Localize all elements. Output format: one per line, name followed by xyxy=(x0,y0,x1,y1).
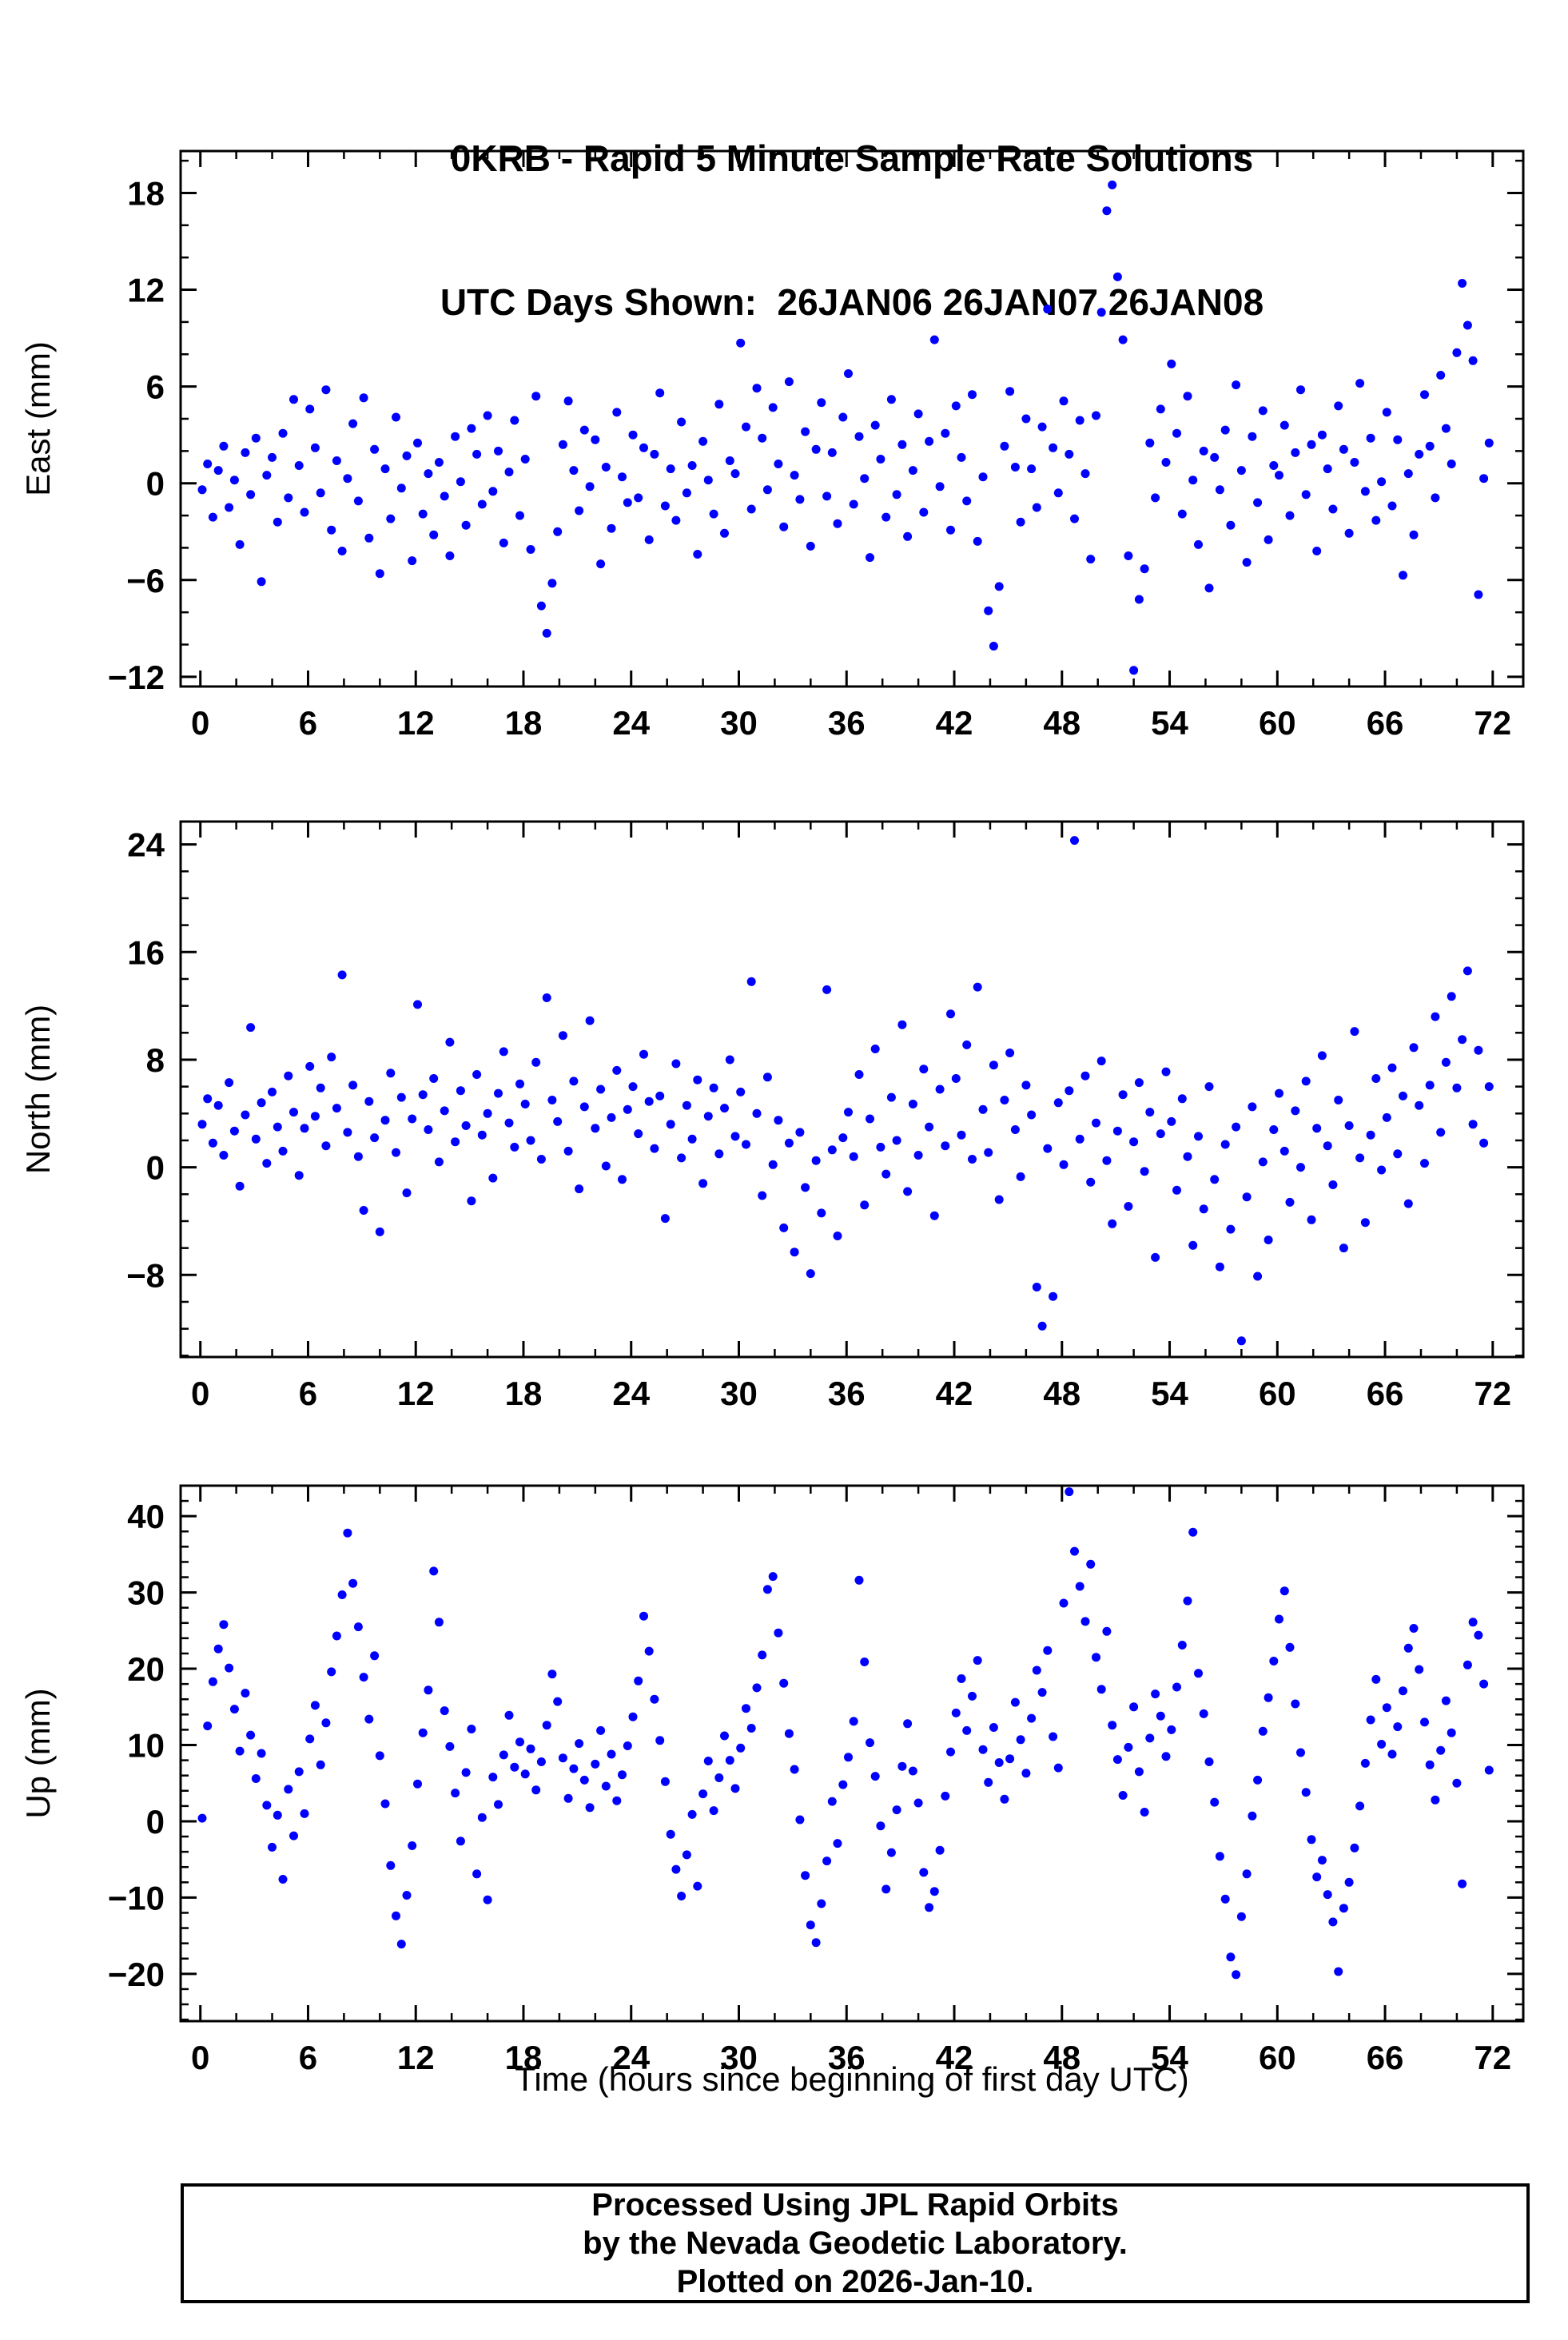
svg-text:54: 54 xyxy=(1151,2039,1188,2076)
svg-text:6: 6 xyxy=(299,1375,317,1412)
footer-box: Processed Using JPL Rapid Orbits by the … xyxy=(181,2183,1530,2303)
svg-text:30: 30 xyxy=(127,1574,165,1612)
east-points xyxy=(197,180,1494,675)
footer-line3: Plotted on 2026-Jan-10. xyxy=(676,2264,1034,2299)
svg-text:24: 24 xyxy=(612,2039,650,2076)
svg-text:0: 0 xyxy=(146,1149,165,1187)
svg-text:0: 0 xyxy=(146,1803,165,1841)
svg-text:48: 48 xyxy=(1043,1375,1080,1412)
svg-text:30: 30 xyxy=(720,704,758,742)
svg-text:60: 60 xyxy=(1259,2039,1296,2076)
svg-text:18: 18 xyxy=(505,2039,543,2076)
svg-text:12: 12 xyxy=(397,2039,435,2076)
panel-north: 0 6 12 18 24 30 36 42 48 54 60 66 72 −8 0 8 16 24 xyxy=(126,820,1525,1412)
svg-text:66: 66 xyxy=(1367,704,1404,742)
svg-text:18: 18 xyxy=(505,1375,543,1412)
svg-text:40: 40 xyxy=(127,1498,165,1535)
svg-text:6: 6 xyxy=(146,368,165,406)
svg-text:42: 42 xyxy=(936,704,973,742)
svg-text:66: 66 xyxy=(1367,1375,1404,1412)
svg-text:54: 54 xyxy=(1151,704,1188,742)
svg-text:24: 24 xyxy=(612,704,650,742)
svg-text:0: 0 xyxy=(191,704,209,742)
svg-text:20: 20 xyxy=(127,1650,165,1688)
svg-text:30: 30 xyxy=(720,1375,758,1412)
x-axis-label: Time (hours since beginning of first day… xyxy=(515,2060,1189,2098)
up-axis-label: Up (mm) xyxy=(19,1688,57,1818)
footer-line2: by the Nevada Geodetic Laboratory. xyxy=(583,2226,1128,2261)
svg-text:66: 66 xyxy=(1367,2039,1404,2076)
up-points xyxy=(197,1487,1494,1980)
panel-east: 0 6 12 18 24 30 36 42 48 54 60 66 72 −12 −6 0 6 12 18 xyxy=(108,149,1525,742)
chart-title: 0KRB - Rapid 5 Minute Sample Rate Soluti… xyxy=(181,38,1523,422)
svg-text:72: 72 xyxy=(1474,704,1511,742)
svg-text:42: 42 xyxy=(936,2039,973,2076)
north-axis-label: North (mm) xyxy=(19,1005,57,1174)
north-points xyxy=(197,836,1494,1346)
svg-text:−8: −8 xyxy=(126,1256,165,1294)
svg-text:−12: −12 xyxy=(108,659,165,696)
chart-title-line1: 0KRB - Rapid 5 Minute Sample Rate Soluti… xyxy=(450,137,1254,179)
svg-text:24: 24 xyxy=(127,826,165,864)
panel-up: 0 6 12 18 24 30 36 42 48 54 60 66 72 −20 −10 0 10 20 30 40 xyxy=(108,1484,1525,2076)
east-axis-label: East (mm) xyxy=(19,341,57,496)
svg-text:72: 72 xyxy=(1474,1375,1511,1412)
svg-text:72: 72 xyxy=(1474,2039,1511,2076)
svg-text:−6: −6 xyxy=(126,562,165,599)
svg-text:60: 60 xyxy=(1259,704,1296,742)
svg-text:−10: −10 xyxy=(108,1879,165,1916)
svg-text:18: 18 xyxy=(127,174,165,212)
svg-text:12: 12 xyxy=(397,704,435,742)
footer-line1: Processed Using JPL Rapid Orbits xyxy=(591,2187,1119,2223)
svg-text:6: 6 xyxy=(299,704,317,742)
svg-text:8: 8 xyxy=(146,1041,165,1079)
svg-text:0: 0 xyxy=(146,465,165,503)
svg-text:12: 12 xyxy=(127,272,165,309)
svg-text:48: 48 xyxy=(1043,704,1080,742)
svg-text:−20: −20 xyxy=(108,1956,165,1993)
svg-text:60: 60 xyxy=(1259,1375,1296,1412)
svg-text:24: 24 xyxy=(612,1375,650,1412)
svg-text:10: 10 xyxy=(127,1727,165,1765)
svg-text:36: 36 xyxy=(828,1375,866,1412)
chart-title-line2: UTC Days Shown: 26JAN06 26JAN07 26JAN08 xyxy=(440,281,1264,323)
svg-text:36: 36 xyxy=(828,2039,866,2076)
svg-text:16: 16 xyxy=(127,933,165,971)
svg-text:0: 0 xyxy=(191,2039,209,2076)
svg-text:48: 48 xyxy=(1043,2039,1080,2076)
svg-text:18: 18 xyxy=(505,704,543,742)
svg-text:36: 36 xyxy=(828,704,866,742)
svg-text:54: 54 xyxy=(1151,1375,1188,1412)
svg-text:0: 0 xyxy=(191,1375,209,1412)
svg-text:30: 30 xyxy=(720,2039,758,2076)
svg-text:12: 12 xyxy=(397,1375,435,1412)
svg-text:42: 42 xyxy=(936,1375,973,1412)
svg-text:6: 6 xyxy=(299,2039,317,2076)
